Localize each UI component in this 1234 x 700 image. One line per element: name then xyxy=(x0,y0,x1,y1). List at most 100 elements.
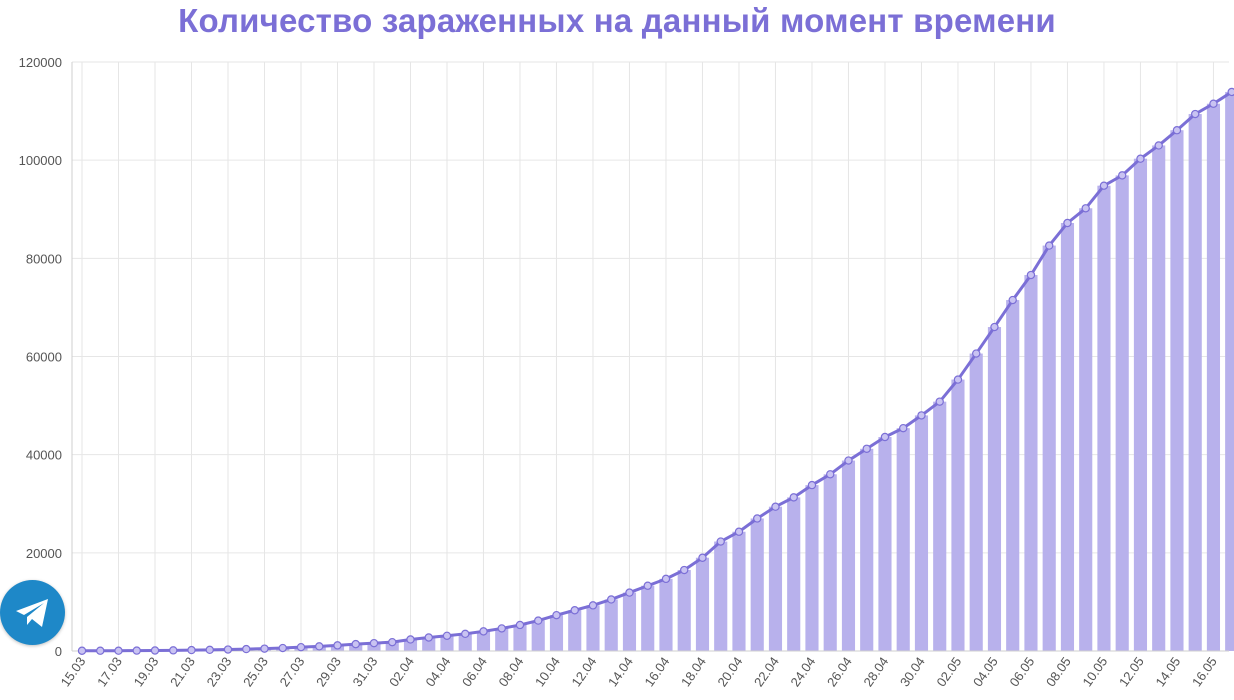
data-point xyxy=(716,537,725,546)
data-point xyxy=(807,480,817,490)
data-point xyxy=(114,646,123,655)
x-tick-label: 10.04 xyxy=(532,654,563,689)
x-tick-label: 06.05 xyxy=(1006,654,1037,689)
data-point xyxy=(789,493,798,502)
data-point xyxy=(1136,154,1145,163)
data-point xyxy=(771,502,780,511)
data-point xyxy=(753,514,762,523)
bar xyxy=(1170,130,1184,651)
data-point xyxy=(515,620,525,630)
bar xyxy=(622,592,637,651)
data-point xyxy=(242,644,251,654)
x-tick-label: 24.04 xyxy=(787,654,818,689)
bar xyxy=(914,415,929,651)
data-point xyxy=(169,646,178,655)
bar xyxy=(677,570,691,651)
bar xyxy=(659,578,673,651)
data-point xyxy=(479,627,488,636)
bar xyxy=(1152,145,1166,652)
bar xyxy=(568,610,582,651)
data-point xyxy=(552,610,561,620)
data-point xyxy=(388,637,397,647)
bar xyxy=(641,585,655,651)
bar xyxy=(1225,91,1234,651)
data-point xyxy=(1227,87,1234,97)
bar xyxy=(531,620,545,651)
data-point xyxy=(570,606,579,615)
x-tick-label: 14.04 xyxy=(605,654,636,689)
data-point xyxy=(643,581,652,590)
data-point xyxy=(734,527,744,536)
data-point xyxy=(406,635,415,644)
bar xyxy=(750,518,764,651)
bar xyxy=(1024,275,1038,651)
x-tick-label: 15.03 xyxy=(58,654,89,689)
bar xyxy=(823,474,837,651)
bar xyxy=(422,637,436,651)
telegram-icon xyxy=(16,599,48,627)
data-point xyxy=(150,646,160,655)
x-tick-label: 28.04 xyxy=(860,654,891,689)
data-point xyxy=(1099,181,1109,190)
data-point xyxy=(424,633,433,642)
x-tick-label: 16.04 xyxy=(641,654,672,689)
data-point xyxy=(862,444,871,453)
telegram-button[interactable] xyxy=(0,580,65,645)
data-point xyxy=(77,646,87,655)
data-point xyxy=(1191,109,1200,119)
bar xyxy=(549,615,564,651)
x-tick-label: 14.05 xyxy=(1152,654,1183,689)
data-point xyxy=(844,456,853,465)
data-point xyxy=(96,646,105,655)
y-tick-label: 0 xyxy=(55,644,62,659)
data-point xyxy=(187,645,196,655)
bar xyxy=(1115,175,1129,651)
y-tick-label: 80000 xyxy=(26,251,62,266)
x-tick-label: 12.05 xyxy=(1116,654,1147,689)
data-point xyxy=(497,624,506,633)
bars xyxy=(75,91,1234,652)
bar xyxy=(458,633,472,651)
bar xyxy=(1188,114,1202,652)
x-tick-label: 21.03 xyxy=(167,654,198,689)
data-point xyxy=(917,411,926,420)
series-line xyxy=(81,90,1233,653)
data-point xyxy=(625,588,634,597)
x-tick-label: 20.04 xyxy=(714,654,745,689)
bar xyxy=(1006,300,1020,651)
x-tick-label: 19.03 xyxy=(130,654,161,689)
data-point xyxy=(132,646,141,655)
series-polyline xyxy=(81,90,1233,653)
data-point xyxy=(278,643,287,653)
data-point xyxy=(461,629,470,639)
data-point xyxy=(534,616,543,625)
y-tick-label: 60000 xyxy=(26,350,62,365)
x-tick-label: 31.03 xyxy=(349,654,380,689)
x-tick-label: 29.03 xyxy=(313,654,344,689)
data-point xyxy=(698,553,707,562)
bar xyxy=(1133,158,1148,652)
data-point xyxy=(680,565,689,575)
bar xyxy=(1079,208,1093,652)
data-point xyxy=(953,375,963,384)
y-tick-label: 100000 xyxy=(19,153,62,168)
x-tick-label: 08.05 xyxy=(1043,654,1074,689)
x-tick-label: 26.04 xyxy=(824,654,855,689)
x-tick-label: 17.03 xyxy=(94,654,125,689)
data-point xyxy=(1026,270,1036,280)
data-point xyxy=(661,574,671,584)
y-tick-label: 40000 xyxy=(26,448,62,463)
x-tick-label: 04.04 xyxy=(422,654,453,689)
data-point xyxy=(880,432,890,442)
y-tick-label: 20000 xyxy=(26,546,62,561)
x-tick-label: 02.04 xyxy=(386,654,417,689)
data-point xyxy=(990,322,999,332)
bar xyxy=(385,642,399,651)
x-tick-labels: 15.03 17.03 19.03 21.03 23.03 25.03 27.03 29.03… xyxy=(58,654,1220,689)
x-tick-label: 06.04 xyxy=(459,654,490,689)
data-point xyxy=(333,641,342,650)
bar xyxy=(695,557,710,651)
chart-title: Количество зараженных на данный момент в… xyxy=(178,2,1056,39)
x-tick-label: 04.05 xyxy=(970,654,1001,689)
